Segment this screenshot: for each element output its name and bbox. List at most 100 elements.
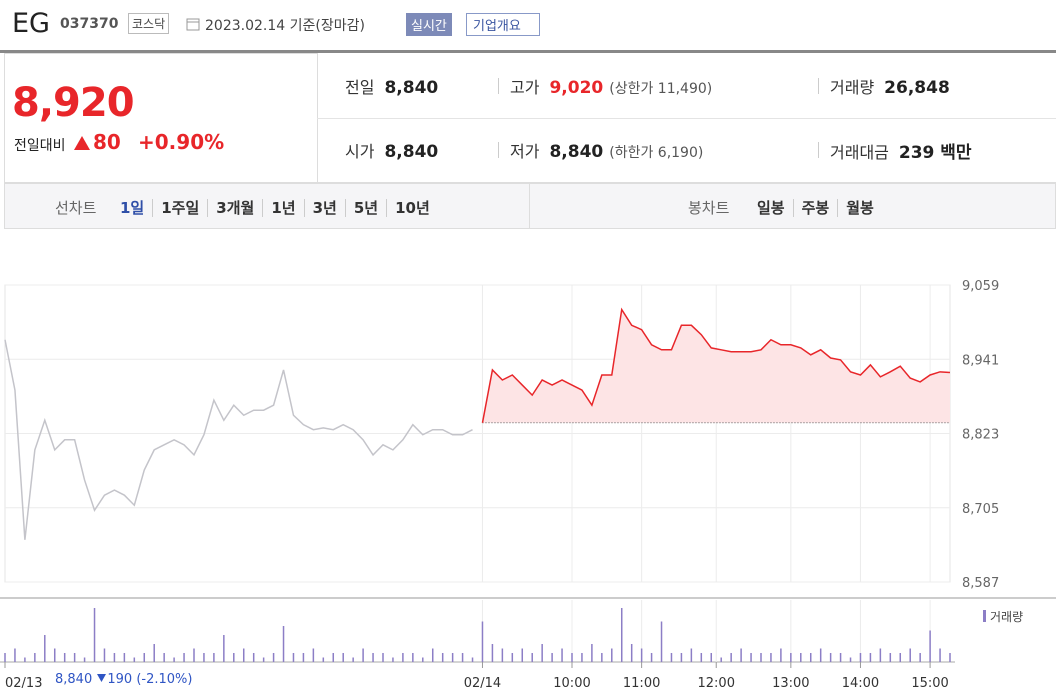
candle-tab[interactable]: 주봉 xyxy=(792,199,838,217)
x-tick-label: 02/13 xyxy=(5,676,42,691)
volume-bar xyxy=(859,653,862,662)
volume-bar xyxy=(292,653,295,662)
volume-bar xyxy=(770,653,772,662)
volume-bar xyxy=(780,648,782,662)
volume-bar xyxy=(392,657,394,662)
volume-bar xyxy=(233,653,235,662)
volume-bar xyxy=(143,653,146,662)
period-tab[interactable]: 1년 xyxy=(262,199,304,217)
volume-bar xyxy=(829,653,832,662)
stat-label: 저가 xyxy=(510,142,540,161)
stat-value: 8,840 xyxy=(384,78,439,98)
period-tab[interactable]: 5년 xyxy=(344,199,387,217)
prev-close: 8,840 xyxy=(55,672,93,687)
volume-bar xyxy=(272,653,275,662)
volume-bar xyxy=(929,630,931,662)
candle-chart-label: 봉차트 xyxy=(688,199,730,217)
volume-bar xyxy=(899,653,902,662)
down-icon xyxy=(97,674,107,682)
stat-value: 26,848 xyxy=(884,78,950,98)
volume-bar xyxy=(422,657,424,662)
y-tick-label: 8,823 xyxy=(962,428,999,443)
volume-bar xyxy=(471,657,474,662)
period-tab[interactable]: 3개월 xyxy=(207,199,263,217)
volume-bar xyxy=(242,648,245,662)
change: 80 xyxy=(93,130,121,154)
volume-bar xyxy=(153,644,155,662)
volume-bar xyxy=(262,657,265,662)
volume-bar xyxy=(839,653,842,662)
stat-divider xyxy=(498,78,499,94)
volume-bar xyxy=(282,626,285,662)
volume-bar xyxy=(889,653,892,662)
candle-tab[interactable]: 일봉 xyxy=(757,199,785,217)
stat-label: 전일 xyxy=(345,78,375,97)
volume-bar xyxy=(14,648,16,662)
period-tab[interactable]: 3년 xyxy=(303,199,345,217)
y-tick-label: 8,587 xyxy=(962,576,999,591)
volume-bar xyxy=(680,653,683,662)
chart: 9,059 8,941 8,823 8,705 8,587 02/13 02/14 10:00… xyxy=(0,279,1056,691)
price-line xyxy=(481,307,951,423)
volume-bar xyxy=(431,648,434,662)
volume-bar xyxy=(720,657,722,662)
line-chart-label: 선차트 xyxy=(55,199,97,217)
volume-bar xyxy=(541,644,543,662)
volume-bar xyxy=(611,648,613,662)
stat-divider xyxy=(818,142,819,158)
volume-bar xyxy=(213,653,215,662)
volume-bar xyxy=(710,653,713,662)
volume-bar xyxy=(123,653,126,662)
y-tick-label: 8,705 xyxy=(962,502,999,517)
volume-bar xyxy=(809,653,812,662)
volume-bar xyxy=(939,648,941,662)
y-tick-label: 9,059 xyxy=(962,279,999,294)
volume-bar xyxy=(790,653,792,662)
period-tab[interactable]: 1주일 xyxy=(152,199,208,217)
candle-tab[interactable]: 월봉 xyxy=(837,199,882,217)
volume-bar xyxy=(362,648,364,662)
volume-bar xyxy=(919,653,921,662)
volume-bar xyxy=(83,657,86,662)
candle-periods: 일봉 주봉 월봉 xyxy=(749,197,882,218)
volume-bar xyxy=(501,648,504,662)
period-tab[interactable]: 10년 xyxy=(386,199,438,217)
volume-bar xyxy=(601,653,603,662)
tabs-divider xyxy=(529,184,530,228)
volume-legend: 거래량 xyxy=(990,610,1023,624)
volume-bar xyxy=(252,653,255,662)
x-tick-label: 14:00 xyxy=(842,676,879,691)
period-tab[interactable]: 1일 xyxy=(120,199,145,217)
volume-bar xyxy=(630,644,633,662)
volume-bar xyxy=(750,653,752,662)
stat-label: 거래량 xyxy=(830,78,875,97)
volume-bar xyxy=(372,653,374,662)
volume-bar xyxy=(113,653,116,662)
x-tick-label: 13:00 xyxy=(772,676,809,691)
volume-bar xyxy=(203,653,205,662)
volume-bar xyxy=(909,648,911,662)
company-button[interactable]: 기업개요 xyxy=(466,13,540,36)
volume-bar xyxy=(93,608,96,662)
stat-divider xyxy=(818,78,819,94)
stat: 고가 9,020 (상한가 11,490) xyxy=(510,74,712,98)
y-tick-label: 8,941 xyxy=(962,353,999,368)
stat-note: (하한가 6,190) xyxy=(609,145,704,161)
volume-bar xyxy=(670,653,673,662)
volume-bar xyxy=(352,657,354,662)
volume-bar xyxy=(223,635,225,662)
realtime-button[interactable]: 실시간 xyxy=(406,13,452,36)
prev-change-pct: (-2.10%) xyxy=(136,672,193,687)
volume-bar xyxy=(103,648,106,662)
volume-bar xyxy=(34,653,36,662)
volume-bar xyxy=(660,621,663,662)
volume-bar xyxy=(640,648,643,662)
volume-bar xyxy=(44,635,46,662)
volume-bar xyxy=(581,653,583,662)
date: 2023.02.14 기준(장마감) xyxy=(205,18,365,34)
volume-bar xyxy=(53,648,56,662)
volume-bar xyxy=(690,648,693,662)
volume-bar xyxy=(760,653,762,662)
volume-bar xyxy=(521,648,524,662)
